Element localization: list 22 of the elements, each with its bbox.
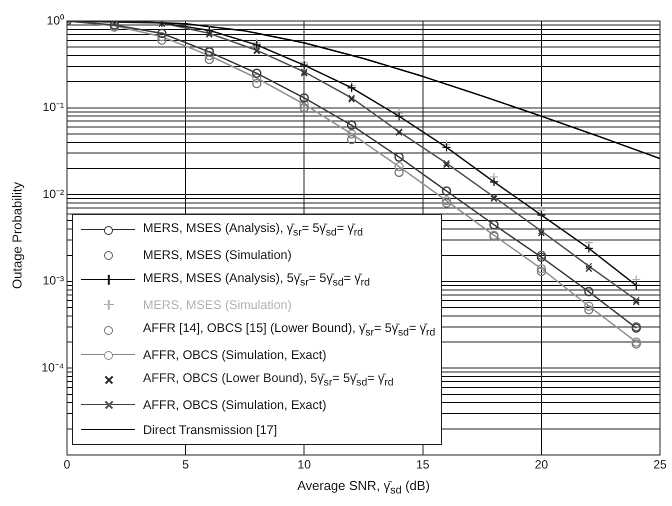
- text: MERS, MSES (Simulation): [143, 298, 292, 312]
- legend-label: MERS, MSES (Analysis), γ̄$_{sr}$= 5γ̄$_{sd}$= γ̄$_{rd}$: [143, 220, 363, 238]
- y-tick-label: 10⁻³: [42, 274, 64, 288]
- x-tick-label: 25: [653, 458, 667, 472]
- y-tick-label: 10⁻²: [42, 186, 64, 201]
- legend-label: AFFR, OBCS (Simulation, Exact): [143, 348, 326, 362]
- y-tick-label: 10⁰: [46, 13, 64, 28]
- legend-label: MERS, MSES (Simulation): [143, 248, 292, 262]
- text: AFFR, OBCS (Lower Bound), 5γ̄$_{sr}$= 5γ̄$_{sd}$= γ̄$_{rd}$: [143, 370, 394, 388]
- x-tick-label: 10: [298, 458, 312, 472]
- x-axis-title: Average SNR, γ̄$_{sd}$ (dB): [296, 478, 431, 497]
- legend-label: AFFR [14], OBCS [15] (Lower Bound), γ̄$_{sr}$= 5γ̄$_{sd}$= γ̄$_{rd}$: [143, 320, 436, 338]
- x-tick-label: 0: [64, 458, 71, 472]
- legend-label: Direct Transmission [17]: [143, 422, 278, 436]
- y-axis-title: Outage Probability: [10, 181, 24, 291]
- legend-label: AFFR, OBCS (Simulation, Exact): [143, 398, 326, 412]
- y-tick-label: 10⁻¹: [42, 100, 64, 114]
- x-tick-label: 20: [534, 458, 548, 472]
- x-tick-label: 15: [416, 458, 430, 472]
- y-tick-label: 10⁻⁴: [41, 360, 64, 375]
- x-tick-label: 5: [182, 458, 190, 472]
- legend-label: MERS, MSES (Analysis), 5γ̄$_{sr}$= 5γ̄$_{sd}$= γ̄$_{rd}$: [143, 270, 370, 288]
